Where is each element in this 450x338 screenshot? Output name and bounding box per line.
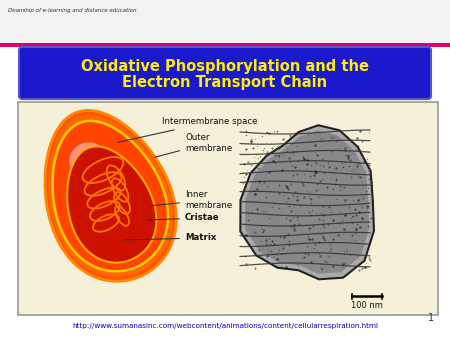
Text: Deanship of e-learning and distance education: Deanship of e-learning and distance educ… — [8, 8, 137, 13]
Polygon shape — [45, 111, 176, 281]
Text: Intermembrane space: Intermembrane space — [118, 118, 257, 142]
Bar — [0, 0, 450, 43]
Text: Outer
membrane: Outer membrane — [155, 133, 232, 157]
Text: http://www.sumanasinc.com/webcontent/animations/content/cellularrespiration.html: http://www.sumanasinc.com/webcontent/ani… — [72, 323, 378, 329]
Ellipse shape — [69, 142, 107, 178]
Polygon shape — [53, 121, 168, 271]
Polygon shape — [48, 115, 173, 277]
Text: Cristae: Cristae — [148, 214, 220, 222]
Polygon shape — [245, 130, 369, 274]
Text: Inner
membrane: Inner membrane — [151, 190, 232, 210]
Bar — [18, 102, 438, 315]
FancyBboxPatch shape — [19, 47, 431, 99]
Polygon shape — [240, 125, 374, 279]
Polygon shape — [67, 146, 157, 263]
Text: 100 nm: 100 nm — [351, 301, 383, 310]
Text: 1: 1 — [428, 313, 434, 323]
Text: Matrix: Matrix — [123, 234, 216, 242]
Text: Electron Transport Chain: Electron Transport Chain — [122, 74, 328, 90]
Text: Oxidative Phosphorylation and the: Oxidative Phosphorylation and the — [81, 58, 369, 73]
Bar — [0, 43, 450, 47]
